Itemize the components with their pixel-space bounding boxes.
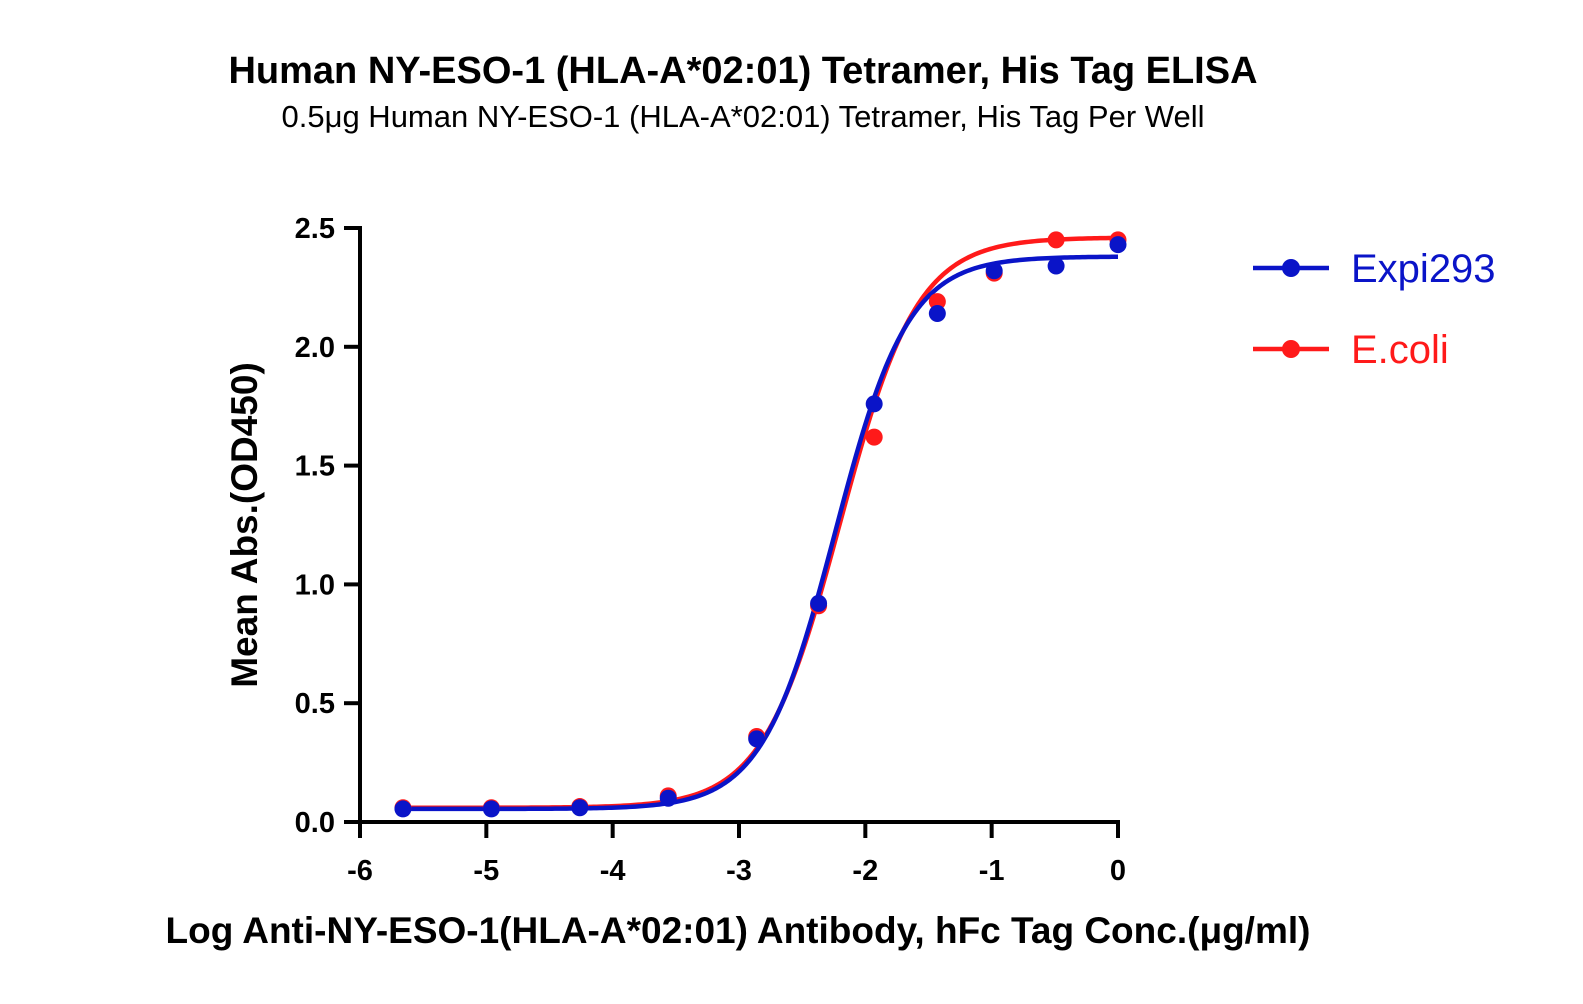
y-tick-label: 0.0	[295, 807, 335, 839]
x-axis-label: Log Anti-NY-ESO-1(HLA-A*02:01) Antibody,…	[166, 910, 1311, 951]
point-expi293	[985, 262, 1003, 280]
point-expi293	[810, 594, 828, 612]
x-tick-label: -3	[726, 855, 752, 887]
y-tick-label: 1.0	[295, 569, 335, 601]
point-expi293	[482, 800, 500, 818]
x-tick-label: -2	[852, 855, 878, 887]
point-expi293	[394, 800, 412, 818]
point-expi293	[748, 730, 766, 748]
point-expi293	[659, 789, 677, 807]
x-tick-label: -1	[979, 855, 1005, 887]
x-tick-label: -6	[347, 855, 373, 887]
fitted-curves	[402, 235, 1119, 812]
legend-marker-e-coli	[1282, 340, 1300, 358]
point-expi293	[865, 395, 883, 413]
curve-e-coli	[402, 235, 1119, 810]
point-e-coli	[865, 428, 883, 446]
data-points	[394, 231, 1127, 818]
legend-label-expi293: Expi293	[1351, 247, 1496, 291]
legend-marker-expi293	[1282, 259, 1300, 277]
x-tick-label: -5	[473, 855, 499, 887]
y-tick-label: 2.0	[295, 332, 335, 364]
point-expi293	[1047, 257, 1065, 275]
point-e-coli	[1047, 231, 1065, 249]
legend: Expi293 E.coli	[1253, 247, 1496, 372]
y-axis-label: Mean Abs.(OD450)	[224, 362, 265, 688]
chart-title: Human NY-ESO-1 (HLA-A*02:01) Tetramer, H…	[228, 50, 1257, 92]
x-tick-label: -4	[600, 855, 626, 887]
point-expi293	[571, 799, 589, 817]
legend-label-e-coli: E.coli	[1351, 328, 1449, 372]
chart-subtitle: 0.5μg Human NY-ESO-1 (HLA-A*02:01) Tetra…	[282, 99, 1205, 134]
point-expi293	[1109, 236, 1127, 254]
y-tick-label: 2.5	[295, 213, 335, 245]
point-e-coli	[928, 293, 946, 311]
axes: 0.0 0.5 1.0 1.5 2.0 2.5 -6 -5 -4 -3 -2 -1 0	[295, 213, 1126, 887]
y-tick-label: 0.5	[295, 688, 335, 720]
y-tick-label: 1.5	[295, 451, 335, 483]
point-expi293	[928, 305, 946, 323]
curve-expi293	[402, 254, 1119, 812]
x-tick-label: 0	[1110, 855, 1126, 887]
